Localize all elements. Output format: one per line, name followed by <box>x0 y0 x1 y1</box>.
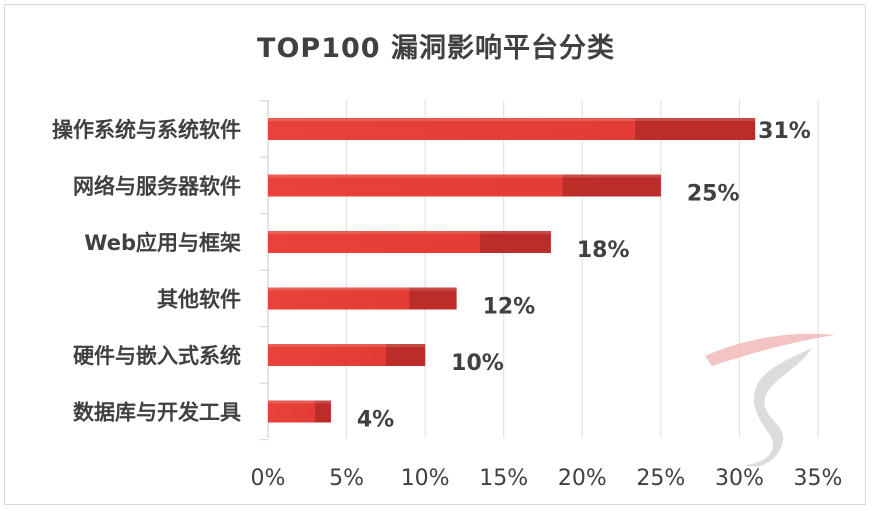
value-label: 10% <box>451 351 504 376</box>
bar-highlight <box>268 344 426 347</box>
category-label: Web应用与框架 <box>84 231 241 255</box>
labels: 0% 5% 10% 15% 20% 25% 30% 35% 操作系统与系统软件 31% 网络与服务器… <box>52 118 842 491</box>
x-tick-label: 10% <box>401 466 450 491</box>
category-label: 其他软件 <box>157 288 241 312</box>
watermark-logo <box>705 333 835 467</box>
value-label: 4% <box>357 408 394 433</box>
bar-highlight <box>268 118 756 121</box>
x-tick-label: 35% <box>794 466 843 491</box>
bar-highlight <box>268 231 551 234</box>
category-label: 数据库与开发工具 <box>73 401 241 425</box>
chart-title: TOP100 漏洞影响平台分类 <box>257 33 615 64</box>
value-label: 12% <box>483 295 536 320</box>
gridlines <box>260 100 819 441</box>
bar-end-shade <box>562 174 661 197</box>
x-tick-label: 30% <box>715 466 764 491</box>
x-tick-label: 15% <box>479 466 528 491</box>
x-tick-label: 20% <box>558 466 607 491</box>
value-label: 31% <box>758 119 811 144</box>
x-tick-label: 0% <box>251 466 286 491</box>
bar-highlight <box>268 174 661 178</box>
bar-end-shade <box>385 344 426 366</box>
bars <box>268 118 756 423</box>
bar-end-shade <box>315 400 331 423</box>
category-label: 硬件与嵌入式系统 <box>73 344 241 368</box>
bar-highlight <box>268 400 331 404</box>
value-label: 18% <box>577 238 630 263</box>
x-tick-label: 25% <box>636 466 685 491</box>
chart-frame <box>4 4 866 505</box>
x-tick-label: 5% <box>329 466 364 491</box>
bar-highlight <box>268 287 457 291</box>
bar-end-shade <box>635 118 756 140</box>
category-label: 网络与服务器软件 <box>73 175 241 199</box>
bar-end-shade <box>480 231 551 253</box>
bar <box>268 118 756 140</box>
value-label: 25% <box>687 182 740 207</box>
category-label: 操作系统与系统软件 <box>52 118 241 142</box>
bar-end-shade <box>409 287 457 310</box>
